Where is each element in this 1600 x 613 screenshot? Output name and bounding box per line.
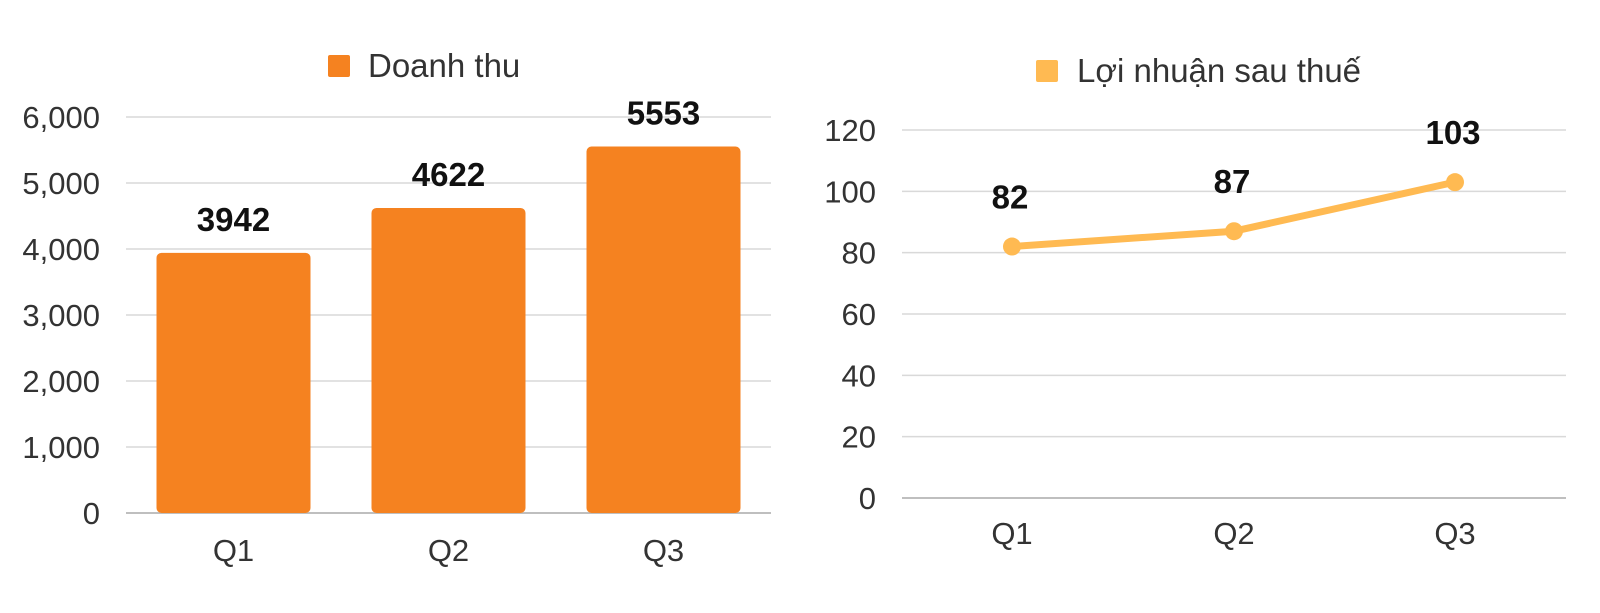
bar-data-label: 3942	[197, 201, 270, 238]
line-legend-swatch	[1036, 60, 1058, 82]
bar-y-tick-label: 4,000	[22, 232, 100, 267]
bar-y-tick-label: 3,000	[22, 298, 100, 333]
line-point-q1	[1003, 237, 1021, 256]
line-y-tick-label: 80	[842, 236, 876, 271]
line-x-tick-label: Q2	[1213, 516, 1254, 551]
bar-q1	[156, 252, 311, 513]
bar-legend: Doanh thu	[328, 47, 520, 84]
bar-x-tick-label: Q3	[643, 533, 684, 568]
bar-y-tick-label: 1,000	[22, 430, 100, 465]
bar-data-label: 4622	[412, 156, 485, 193]
bar-q3	[586, 146, 741, 513]
bar-q2	[371, 207, 526, 513]
line-data-label: 103	[1425, 114, 1480, 151]
bar-x-tick-label: Q1	[213, 533, 254, 568]
bar-y-tick-label: 2,000	[22, 364, 100, 399]
line-legend-label: Lợi nhuận sau thuế	[1077, 52, 1361, 89]
line-y-tick-label: 60	[842, 297, 876, 332]
line-y-tick-label: 0	[859, 481, 876, 516]
line-data-label: 87	[1214, 163, 1251, 200]
line-y-tick-label: 100	[824, 174, 876, 209]
bar-y-tick-label: 6,000	[22, 100, 100, 135]
line-y-tick-label: 40	[842, 358, 876, 393]
line-y-tick-label: 120	[824, 113, 876, 148]
bar-data-label: 5553	[627, 95, 700, 132]
line-y-tick-label: 20	[842, 420, 876, 455]
revenue-bar-chart: 0 1,000 2,000 3,000 4,000 5,000 6,000 3942 Q1 462…	[22, 47, 771, 568]
line-x-tick-label: Q1	[991, 516, 1032, 551]
line-x-tick-label: Q3	[1434, 516, 1475, 551]
profit-line-chart: 0 20 40 60 80 100 120 82 Q1 87 Q2 103 Q3 Lợi nhuận sa…	[824, 52, 1566, 551]
line-data-label: 82	[992, 179, 1029, 216]
bar-legend-label: Doanh thu	[368, 47, 520, 84]
line-legend: Lợi nhuận sau thuế	[1036, 52, 1361, 89]
bar-x-tick-label: Q2	[428, 533, 469, 568]
line-point-q2	[1225, 222, 1243, 241]
bar-legend-swatch	[328, 55, 350, 77]
bar-y-tick-label: 5,000	[22, 166, 100, 201]
bar-y-tick-label: 0	[83, 496, 100, 531]
line-point-q3	[1446, 173, 1464, 192]
